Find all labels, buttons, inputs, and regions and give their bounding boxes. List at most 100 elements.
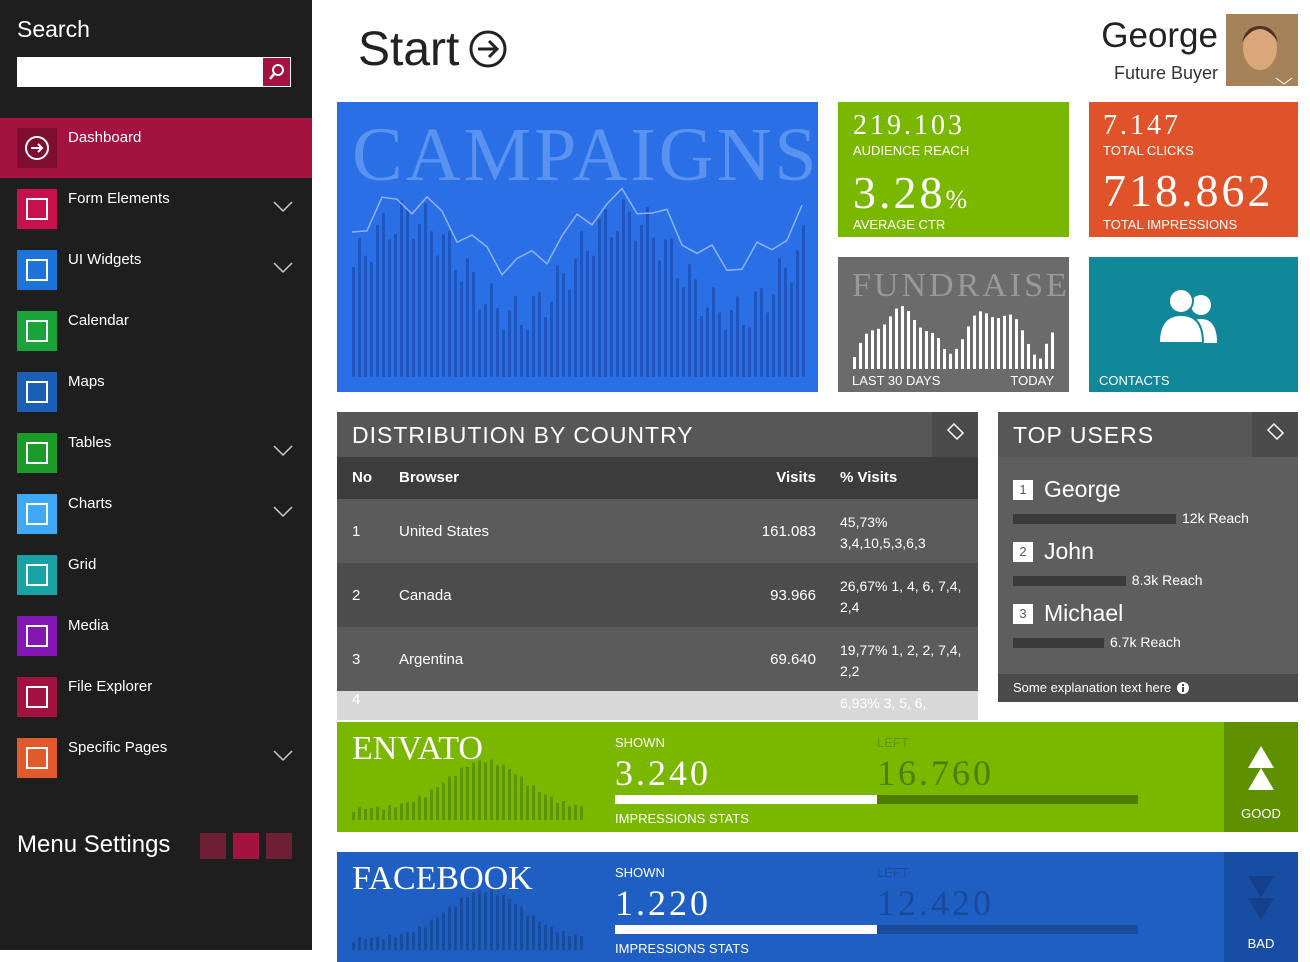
table-row[interactable]: 4 6,93% 3, 5, 6, [337, 691, 978, 720]
panel-tool[interactable] [1252, 412, 1298, 457]
menu-icon [17, 738, 57, 778]
decor-bar [424, 203, 427, 377]
clicks-tile[interactable]: 7.147 TOTAL CLICKS 718.862 TOTAL IMPRESS… [1089, 102, 1298, 237]
stripe[interactable]: FACEBOOK SHOWN 1.220 LEFT 12.420 IMPRESSIONS … [337, 852, 1298, 962]
menu-icon [17, 311, 57, 351]
menu-item[interactable]: Calendar [0, 301, 312, 361]
contacts-tile[interactable]: CONTACTS [1089, 257, 1298, 392]
decor-bar [484, 892, 487, 950]
verdict-arrows [1248, 746, 1274, 790]
decor-bar [382, 212, 385, 377]
menu-item[interactable]: File Explorer [0, 667, 312, 727]
decor-bar [790, 282, 793, 377]
menu-item[interactable]: UI Widgets [0, 240, 312, 300]
decor-bar [520, 906, 523, 950]
tile-label: TOTAL CLICKS [1103, 143, 1194, 158]
decor-bar [550, 926, 553, 950]
tile-title: FUNDRAISERS [852, 267, 1069, 304]
chevron-line [273, 262, 293, 274]
menu-item[interactable]: Charts [0, 484, 312, 544]
menu-item[interactable]: Form Elements [0, 179, 312, 239]
audience-tile[interactable]: 219.103 AUDIENCE REACH 3.28% AVERAGE CTR [838, 102, 1069, 237]
decor-bar [496, 308, 499, 377]
user-name[interactable]: John [1044, 538, 1094, 564]
menu-item[interactable]: Specific Pages [0, 728, 312, 788]
stripe[interactable]: ENVATO SHOWN 3.240 LEFT 16.760 IMPRESSIONS ST… [337, 722, 1298, 832]
decor-bar [568, 806, 571, 820]
decor-bar [514, 774, 517, 820]
decor-bar [955, 348, 958, 369]
decor-bar [1051, 332, 1054, 369]
decor-bar [454, 776, 457, 820]
avatar[interactable] [1226, 14, 1298, 86]
verdict-arrows [1248, 876, 1274, 920]
user-name[interactable]: George [1101, 16, 1218, 55]
search-input[interactable] [17, 57, 262, 87]
panel-header [337, 412, 978, 457]
fundraisers-tile[interactable]: FUNDRAISERS LAST 30 DAYS TODAY [838, 257, 1069, 392]
decor-bar [616, 230, 619, 377]
icon-bg [17, 433, 57, 473]
cell-no: 1 [352, 523, 361, 540]
table-row[interactable]: 1 United States 161.083 45,73% 3,4,10,5,3,6… [337, 499, 978, 563]
menu-item[interactable]: Grid [0, 545, 312, 605]
decor-bar [418, 223, 421, 377]
decor-bar [622, 199, 625, 377]
menu-item[interactable]: Maps [0, 362, 312, 422]
settings-option[interactable] [233, 833, 259, 859]
decor-bar [406, 209, 409, 377]
decor-bar [454, 270, 457, 377]
decor-bar [913, 319, 916, 369]
table-row[interactable]: 2 Canada 93.966 26,67% 1, 4, 6, 7,4, 2,4 [337, 563, 978, 627]
decor-bar [784, 267, 787, 377]
menu-item[interactable]: Tables [0, 423, 312, 483]
search-label: Search [17, 16, 90, 42]
table-row[interactable]: 3 Argentina 69.640 19,77% 1, 2, 2, 7,4, 2,2 [337, 627, 978, 691]
decor-bar [550, 301, 553, 377]
decor-bar [526, 785, 529, 820]
menu-label: Dashboard [68, 129, 142, 146]
menu-item[interactable]: Media [0, 606, 312, 666]
decor-bar [943, 348, 946, 369]
settings-option[interactable] [200, 833, 226, 859]
info-icon[interactable] [1176, 681, 1190, 695]
icon-glyph [25, 136, 49, 160]
decor-bar [562, 931, 565, 950]
cell-visits: 93.966 [770, 587, 816, 604]
search-button[interactable] [262, 57, 291, 87]
decor-bar [424, 927, 427, 950]
decor-bar [991, 317, 994, 369]
user-name[interactable]: George [1044, 476, 1121, 502]
icon-bg [17, 372, 57, 412]
menu-label: Specific Pages [68, 739, 168, 756]
decor-bar [700, 316, 703, 377]
icon-glyph [26, 747, 48, 769]
decor-bar [604, 209, 607, 377]
stripe-name: FACEBOOK [352, 860, 533, 897]
title-arrow[interactable] [468, 29, 508, 69]
cell-no: 3 [352, 651, 361, 668]
menu-icon [17, 433, 57, 473]
menu-settings-label: Menu Settings [17, 831, 171, 858]
menu-icon [17, 494, 57, 534]
campaigns-tile[interactable]: CAMPAIGNS [337, 102, 818, 392]
decor-bar [520, 776, 523, 820]
tile-value: 219.103 [853, 110, 965, 141]
decor-bar [406, 802, 409, 820]
menu-label: File Explorer [68, 678, 153, 695]
panel-tool[interactable] [932, 412, 978, 457]
decor-bar [472, 271, 475, 377]
user-name[interactable]: Michael [1044, 600, 1124, 626]
decor-bar [364, 809, 367, 820]
decor-bar [859, 342, 862, 369]
icon-glyph [26, 259, 48, 281]
decor-bar [670, 238, 673, 377]
decor-bar [502, 764, 505, 820]
menu-label: UI Widgets [68, 251, 142, 268]
decor-bar [388, 934, 391, 950]
settings-option[interactable] [266, 833, 292, 859]
decor-bar [706, 307, 709, 377]
menu-item[interactable]: Dashboard [0, 118, 312, 178]
decor-bar [466, 258, 469, 377]
